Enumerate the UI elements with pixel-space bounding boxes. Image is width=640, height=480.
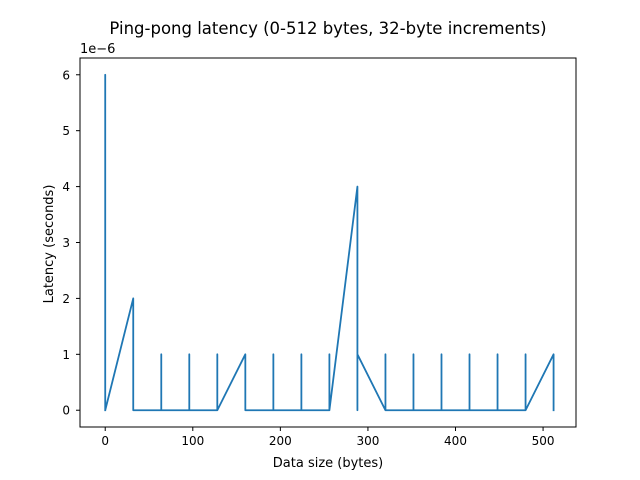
- x-tick-label: 300: [356, 434, 379, 448]
- y-tick-label: 2: [62, 292, 70, 306]
- y-tick-label: 4: [62, 180, 70, 194]
- series-line-0: [104, 73, 555, 412]
- x-tick-label: 500: [532, 434, 555, 448]
- y-axis-label: Latency (seconds): [42, 185, 57, 304]
- plot-area: [79, 57, 577, 428]
- y-tick-label: 3: [62, 236, 70, 250]
- x-tick-label: 200: [269, 434, 292, 448]
- axes-frame: [79, 57, 577, 428]
- x-tick-label: 100: [181, 434, 204, 448]
- y-tick-label: 0: [62, 404, 70, 418]
- y-tick-label: 1: [62, 348, 70, 362]
- x-tick-label: 0: [101, 434, 109, 448]
- y-offset-label: 1e−6: [80, 42, 115, 57]
- x-tick-label: 400: [444, 434, 467, 448]
- x-axis-label: Data size (bytes): [273, 456, 383, 471]
- chart-title: Ping-pong latency (0-512 bytes, 32-byte …: [109, 19, 546, 38]
- y-axis-ticks: 0 1 2 3 4 5 6: [62, 68, 80, 418]
- x-axis-ticks: 0 100 200 300 400 500: [101, 427, 555, 448]
- y-tick-label: 6: [62, 68, 70, 82]
- y-tick-label: 5: [62, 124, 70, 138]
